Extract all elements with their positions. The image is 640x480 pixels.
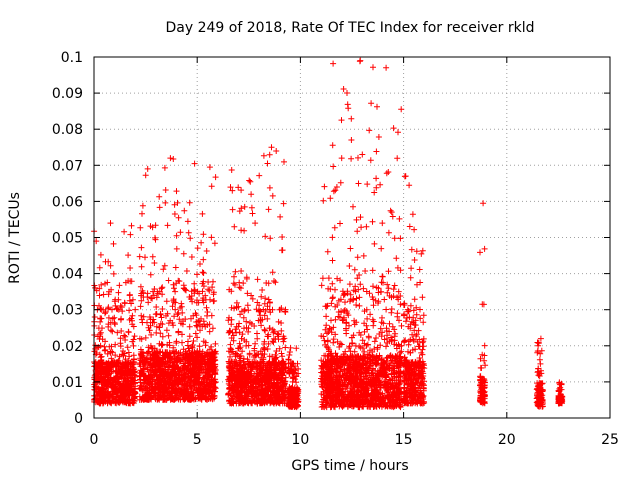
x-axis-label: GPS time / hours: [291, 458, 408, 474]
x-axis-tick-labels: 0 5 10 15 20 25: [90, 432, 619, 448]
grid-lines: [94, 57, 610, 418]
roti-data-points: [91, 57, 566, 411]
y-tick-label: 0.07: [52, 158, 83, 174]
plot-frame: [93, 56, 611, 419]
y-tick-label: 0: [74, 411, 83, 427]
x-tick-label: 5: [193, 432, 202, 448]
y-tick-label: 0.1: [61, 50, 83, 66]
x-tick-label: 0: [90, 432, 99, 448]
x-tick-label: 20: [498, 432, 516, 448]
axis-ticks: [93, 56, 611, 419]
y-tick-label: 0.03: [52, 303, 83, 319]
x-tick-label: 25: [601, 432, 619, 448]
y-tick-label: 0.09: [52, 86, 83, 102]
y-tick-label: 0.08: [52, 122, 83, 138]
y-tick-label: 0.04: [52, 267, 83, 283]
x-tick-label: 15: [395, 432, 413, 448]
y-axis-tick-labels: 0 0.01 0.02 0.03 0.04 0.05 0.06 0.07 0.08 0.09 0.1: [52, 50, 83, 427]
y-tick-label: 0.02: [52, 339, 83, 355]
x-tick-label: 10: [291, 432, 309, 448]
chart-title: Day 249 of 2018, Rate Of TEC Index for r…: [165, 20, 534, 36]
data-points: [91, 57, 566, 411]
y-tick-label: 0.01: [52, 375, 83, 391]
y-tick-label: 0.05: [52, 231, 83, 247]
y-tick-label: 0.06: [52, 194, 83, 210]
y-axis-label: ROTI / TECUs: [7, 192, 23, 284]
